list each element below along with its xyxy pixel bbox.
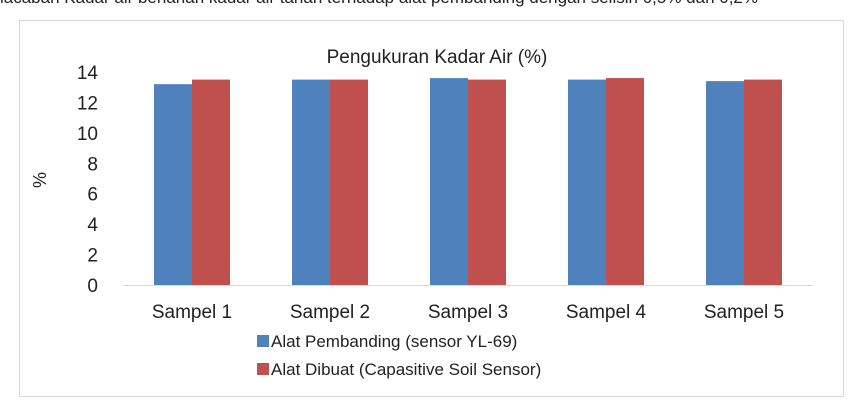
bar-alat-pembanding-4 (568, 79, 606, 285)
y-tick-labels: 0 2 4 6 8 10 12 14 (77, 63, 99, 297)
bar-alat-pembanding-3 (430, 78, 468, 285)
y-tick-label: 4 (87, 215, 98, 236)
y-tick-label: 0 (87, 276, 98, 297)
legend-label: Alat Dibuat (Capasitive Soil Sensor) (271, 360, 541, 379)
y-axis-label: % (30, 172, 50, 188)
bar-alat-pembanding-1 (154, 84, 192, 286)
bar-alat-pembanding-2 (292, 79, 330, 285)
y-tick-label: 8 (87, 154, 98, 175)
x-tick-label: Sampel 3 (428, 302, 508, 323)
bar-alat-dibuat-3 (468, 79, 506, 285)
bar-alat-dibuat-4 (606, 78, 644, 285)
legend: Alat Pembanding (sensor YL-69) Alat Dibua… (257, 332, 541, 379)
legend-swatch (257, 335, 269, 347)
chart-title: Pengukuran Kadar Air (%) (327, 47, 548, 68)
bar-alat-dibuat-5 (744, 79, 782, 285)
legend-label: Alat Pembanding (sensor YL-69) (271, 332, 517, 351)
y-tick-label: 6 (87, 185, 98, 206)
y-tick-label: 10 (77, 124, 98, 145)
bars-group (154, 78, 782, 286)
x-tick-labels: Sampel 1 Sampel 2 Sampel 3 Sampel 4 Sampel 5 (152, 302, 784, 323)
x-tick-label: Sampel 4 (566, 302, 647, 323)
bar-alat-pembanding-5 (706, 81, 744, 285)
x-tick-label: Sampel 2 (290, 302, 370, 323)
y-tick-label: 2 (87, 246, 98, 267)
bar-alat-dibuat-1 (192, 79, 230, 285)
x-tick-label: Sampel 1 (152, 302, 232, 323)
bar-alat-dibuat-2 (330, 79, 368, 285)
legend-swatch (257, 363, 269, 375)
top-text-fragment: lacaban Kadar air benahan kadar air tana… (0, 0, 863, 10)
x-tick-label: Sampel 5 (704, 302, 784, 323)
y-tick-label: 12 (77, 93, 98, 114)
y-tick-label: 14 (77, 63, 99, 84)
